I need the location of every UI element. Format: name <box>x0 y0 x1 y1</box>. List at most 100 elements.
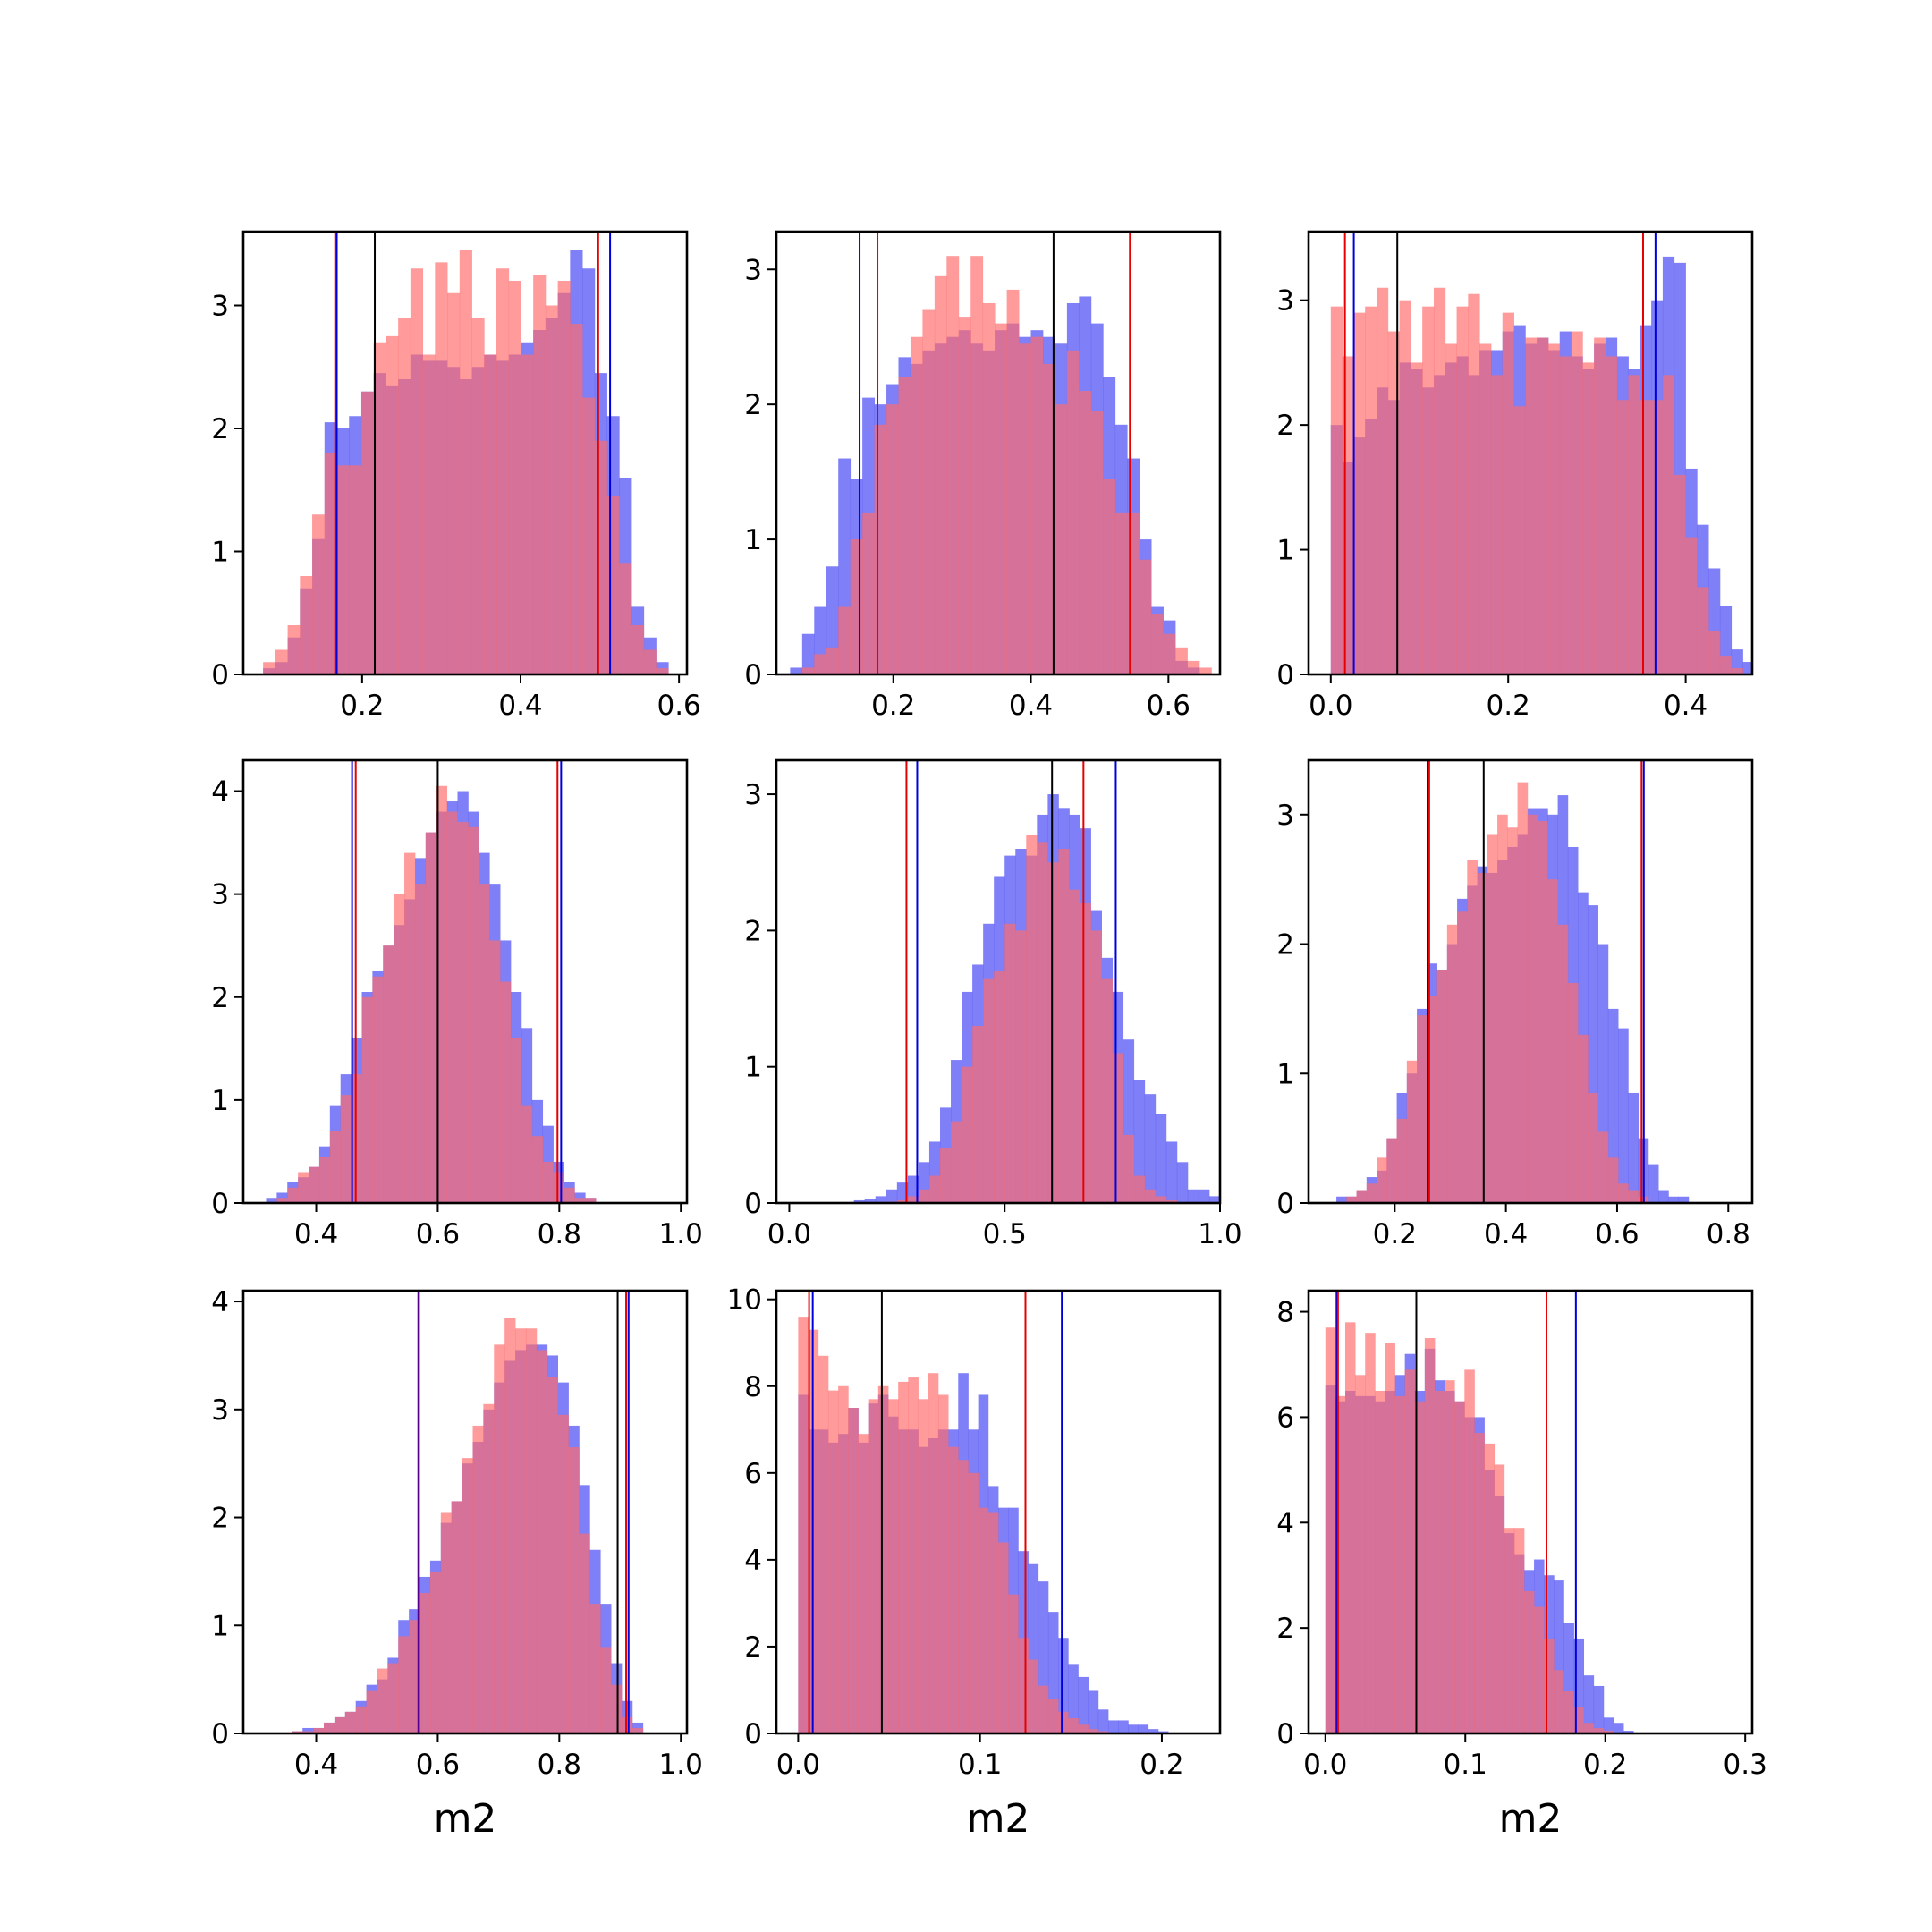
histogram-bar <box>850 539 863 674</box>
histogram-bar <box>1406 1060 1418 1203</box>
x-tick-label: 0.6 <box>416 1749 460 1781</box>
histogram-bar <box>1597 944 1609 1203</box>
histogram-bar <box>838 1385 849 1733</box>
histogram-bar <box>1058 849 1070 1203</box>
x-tick-label: 0.2 <box>340 690 384 722</box>
histogram-bar <box>848 1408 859 1733</box>
histogram-bar <box>1603 1731 1614 1733</box>
x-tick-label: 0.6 <box>1147 690 1191 722</box>
histogram-bar <box>525 1328 538 1733</box>
histogram-bar <box>459 250 472 674</box>
histogram-bar <box>1479 343 1492 674</box>
histogram-bar <box>1404 1369 1416 1733</box>
histogram-bar <box>1433 287 1446 674</box>
histogram-bar <box>1605 356 1618 674</box>
histogram-bar <box>1573 1707 1585 1733</box>
y-tick-label: 6 <box>1276 1402 1294 1434</box>
x-tick-label: 0.4 <box>498 690 542 722</box>
plot-area <box>1330 232 1752 674</box>
x-tick-label: 0.8 <box>1707 1218 1750 1250</box>
histogram-bar <box>1678 1196 1690 1203</box>
histogram-bar <box>404 852 416 1203</box>
histogram-bar <box>422 354 436 674</box>
histogram-bar <box>309 1166 320 1203</box>
histogram-bar <box>1399 300 1411 674</box>
histogram-bar <box>1069 889 1080 1203</box>
axes-frame <box>1307 1289 1754 1735</box>
histogram-bar <box>1547 343 1561 674</box>
histogram-bar <box>1090 930 1102 1203</box>
y-tick-label: 3 <box>744 779 762 811</box>
histogram-bar <box>1097 1709 1109 1733</box>
histogram-bar <box>1640 400 1652 674</box>
histogram-bar <box>1554 1670 1564 1733</box>
histogram-bar <box>312 514 326 674</box>
histogram-bar <box>1376 287 1389 674</box>
histogram-series-2 <box>1346 782 1649 1203</box>
histogram-bar <box>1593 1685 1605 1733</box>
histogram-bar <box>1422 306 1435 674</box>
histogram-bar <box>1047 862 1059 1203</box>
histogram-bar <box>557 1414 569 1733</box>
histogram-bar <box>1563 1623 1574 1733</box>
y-tick-label: 0 <box>211 1718 229 1750</box>
histogram-bar <box>398 318 411 674</box>
histogram-bar <box>1414 1401 1426 1733</box>
histogram-bar <box>1175 647 1188 674</box>
histogram-bar <box>1559 356 1572 674</box>
histogram-bar <box>1151 614 1164 674</box>
histogram-bar <box>1133 1175 1146 1203</box>
histogram-bar <box>1474 1433 1485 1733</box>
histogram-bar <box>875 1196 887 1203</box>
histogram-series-2 <box>801 256 1212 674</box>
histogram-bar <box>1507 827 1518 1203</box>
histogram-bar <box>574 1198 586 1203</box>
histogram-bar <box>1504 1528 1515 1733</box>
histogram-bar <box>898 377 911 674</box>
x-tick-label: 0.6 <box>657 690 700 722</box>
histogram-bar <box>425 832 437 1203</box>
histogram-bar <box>468 826 479 1203</box>
histogram-bar <box>814 654 827 674</box>
y-tick-label: 1 <box>1276 535 1294 567</box>
y-tick-label: 0 <box>1276 1188 1294 1220</box>
histogram-bar <box>1674 474 1686 674</box>
histogram-bar <box>1582 362 1595 674</box>
histogram-bar <box>1058 1711 1069 1733</box>
y-tick-label: 1 <box>211 537 229 569</box>
histogram-bar <box>1434 1390 1445 1733</box>
histogram-bar <box>994 971 1005 1203</box>
histogram-bar <box>447 292 461 674</box>
histogram-bar <box>1375 1390 1385 1733</box>
histogram-bar <box>300 576 313 674</box>
y-tick-label: 2 <box>744 1631 762 1664</box>
axes-frame <box>775 1289 1222 1735</box>
x-tick-label: 0.4 <box>1009 690 1053 722</box>
histogram-bar <box>1417 1015 1428 1203</box>
y-tick-label: 0 <box>1276 659 1294 691</box>
histogram-panel-8: 0.0 0.1 0.2 0 2 4 6 8 10 m2 <box>727 1284 1222 1842</box>
plot-area <box>266 760 597 1203</box>
histogram-bar <box>1336 1196 1347 1203</box>
histogram-bar <box>414 884 427 1203</box>
histogram-bar <box>1176 1162 1189 1203</box>
axes-frame <box>242 758 689 1205</box>
histogram-bar <box>1008 1594 1019 1733</box>
histogram-bar <box>419 1593 431 1733</box>
histogram-series-2 <box>1325 1322 1614 1733</box>
histogram-bar <box>656 668 669 674</box>
histogram-bar <box>928 1175 941 1203</box>
y-tick-label: 10 <box>727 1284 762 1317</box>
histogram-bar <box>489 940 501 1203</box>
histogram-bar <box>1038 1685 1049 1733</box>
histogram-bar <box>1019 343 1031 674</box>
histogram-bar <box>1028 1659 1039 1733</box>
histogram-bar <box>318 1157 331 1203</box>
histogram-bar <box>970 256 984 674</box>
histogram-bar <box>1628 1092 1639 1203</box>
histogram-bar <box>536 1350 548 1733</box>
x-tick-label: 0.5 <box>983 1218 1027 1250</box>
x-axis-label: m2 <box>1499 1796 1563 1842</box>
histogram-bar <box>987 1512 999 1733</box>
histogram-bar <box>1038 1581 1049 1733</box>
